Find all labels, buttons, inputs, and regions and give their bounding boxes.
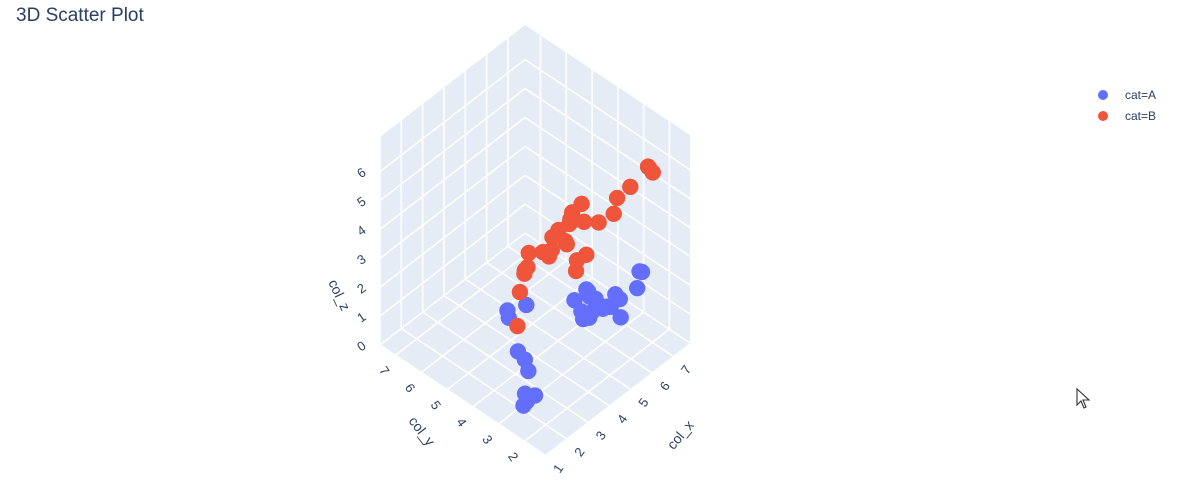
grid-y-floor	[394, 242, 541, 356]
legend-item-cat-a[interactable]: cat=A	[1092, 84, 1156, 105]
floor-pane	[380, 233, 690, 455]
grid-z-right	[524, 59, 691, 171]
y-axis-title: col_y	[406, 413, 439, 449]
point-cat-a	[631, 263, 648, 280]
point-cat-a	[515, 397, 532, 414]
y-tick-label: 6	[402, 381, 418, 396]
grid-z-right	[524, 116, 691, 229]
y-tick-label: 4	[453, 415, 469, 430]
point-cat-b	[520, 244, 538, 262]
point-cat-a	[612, 309, 629, 326]
mouse-pointer-icon	[1076, 388, 1091, 409]
legend-marker-a-icon	[1098, 89, 1108, 100]
legend-marker-b-icon	[1098, 110, 1108, 121]
grid-z-left	[379, 174, 526, 288]
grid-x-floor	[379, 344, 546, 456]
point-cat-b	[622, 178, 639, 196]
grid-z-right	[524, 174, 691, 286]
point-cat-a	[580, 309, 598, 326]
point-cat-b	[557, 232, 574, 250]
x-tick-label: 2	[571, 445, 587, 460]
z-tick-label: 2	[354, 280, 369, 296]
point-cat-b	[578, 246, 595, 264]
grid-x-floor	[443, 294, 610, 407]
point-cat-b	[590, 214, 607, 231]
legend-label-b: cat=B	[1125, 108, 1157, 123]
z-tick-label: 6	[354, 165, 369, 181]
gridlines	[379, 35, 691, 456]
x-axis-title: col_x	[664, 417, 697, 452]
z-axis-title: col_z	[325, 277, 353, 313]
x-tick-label: 7	[678, 362, 694, 377]
point-cat-b	[509, 317, 526, 335]
grid-z-left	[379, 116, 526, 231]
y-tick-label: 2	[505, 449, 521, 464]
point-cat-a	[526, 387, 544, 404]
z-tick-label: 1	[354, 309, 369, 325]
point-cat-a	[520, 362, 537, 380]
legend-item-cat-b[interactable]: cat=B	[1092, 105, 1156, 126]
grid-z-left	[379, 232, 526, 346]
point-cat-a	[611, 290, 629, 308]
grid-x-floor	[486, 261, 653, 374]
grid-z-right	[524, 145, 691, 257]
x-tick-label: 1	[550, 461, 566, 476]
legend: cat=A cat=B	[1092, 84, 1156, 126]
point-cat-a	[594, 300, 612, 318]
z-tick-label: 0	[354, 338, 369, 354]
y-tick-label: 5	[428, 398, 444, 413]
point-cat-b	[543, 241, 560, 259]
x-tick-label: 4	[614, 412, 630, 427]
x-tick-label: 6	[657, 379, 673, 394]
data-points	[499, 158, 662, 414]
z-tick-label: 4	[354, 222, 369, 238]
x-tick-label: 3	[593, 428, 609, 443]
grid-x-floor	[464, 278, 631, 390]
grid-z-left	[379, 145, 526, 259]
point-cat-b	[516, 265, 533, 282]
grid-z-left	[379, 203, 526, 317]
back-left-pane	[380, 25, 525, 345]
point-cat-a	[628, 279, 646, 297]
grid-x-floor	[422, 311, 589, 423]
legend-label-a: cat=A	[1125, 87, 1157, 102]
point-cat-b	[511, 283, 529, 301]
z-tick-label: 5	[354, 193, 369, 209]
z-tick-label: 3	[354, 251, 369, 267]
point-cat-b	[608, 189, 626, 207]
point-cat-b	[605, 205, 622, 223]
grid-z-left	[379, 59, 526, 173]
y-tick-label: 7	[376, 363, 392, 378]
grid-x-floor	[400, 327, 567, 440]
chart-title: 3D Scatter Plot	[16, 5, 144, 26]
grid-z-right	[524, 87, 691, 200]
x-tick-label: 5	[635, 395, 651, 410]
grid-y-floor	[523, 328, 670, 442]
grid-y-floor	[420, 259, 567, 374]
point-cat-a	[579, 283, 597, 300]
y-tick-label: 3	[479, 432, 495, 447]
grid-z-right	[524, 203, 691, 315]
grid-z-left	[379, 87, 526, 202]
point-cat-b	[640, 159, 658, 176]
point-cat-b	[573, 195, 590, 213]
